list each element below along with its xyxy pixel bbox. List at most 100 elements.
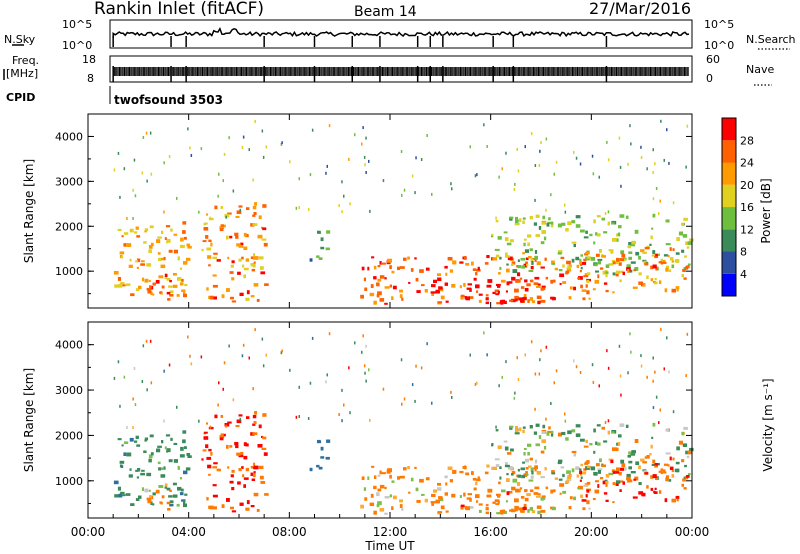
velocity-cell: [650, 444, 653, 449]
power-cell: [119, 251, 125, 255]
colorbar-segment: [722, 251, 736, 274]
velocity-cell: [627, 455, 631, 458]
velocity-cell: [551, 506, 556, 511]
power-cell: [468, 296, 474, 299]
power-cell: [580, 229, 585, 233]
power-cell: [522, 296, 527, 301]
velocity-cell: [573, 496, 576, 501]
velocity-cell: [625, 424, 629, 428]
power-cell: [497, 236, 502, 240]
velocity-cell: [113, 480, 119, 485]
power-cell: [227, 212, 232, 215]
velocity-cell: [615, 470, 620, 474]
power-cell: [529, 279, 534, 283]
power-cell: [523, 263, 528, 268]
velocity-cell: [564, 412, 566, 416]
power-cell: [403, 257, 407, 261]
power-cell: [579, 261, 582, 265]
power-cell: [150, 291, 153, 296]
power-cell: [149, 225, 154, 229]
velocity-cell: [243, 455, 248, 460]
velocity-cell: [253, 421, 257, 425]
power-cell: [484, 262, 489, 265]
velocity-cell: [668, 370, 670, 374]
velocity-cell: [389, 494, 392, 498]
velocity-cell: [114, 494, 119, 498]
velocity-cell: [338, 413, 340, 416]
power-cell: [460, 294, 465, 298]
velocity-cell: [584, 482, 589, 486]
velocity-cell: [144, 437, 149, 441]
velocity-cell: [431, 401, 433, 405]
power-cell: [485, 297, 489, 301]
velocity-cell: [325, 456, 330, 460]
power-cell: [604, 212, 607, 215]
power-cell: [254, 202, 257, 206]
power-cell: [164, 273, 168, 277]
power-cell: [526, 263, 529, 267]
power-cell: [361, 266, 365, 271]
power-cell: [672, 201, 675, 205]
power-cell: [246, 207, 250, 210]
power-cell: [595, 270, 599, 273]
velocity-cell: [431, 493, 436, 497]
power-cell: [523, 242, 526, 247]
velocity-cell: [579, 479, 582, 482]
velocity-cell: [671, 474, 675, 478]
velocity-cell: [537, 510, 541, 515]
velocity-cell: [689, 447, 694, 452]
velocity-cell: [596, 424, 601, 427]
power-cell: [253, 257, 258, 260]
velocity-cell: [567, 475, 571, 479]
power-cell: [492, 257, 497, 261]
power-cell: [579, 162, 582, 166]
power-cell: [562, 264, 565, 268]
power-cell: [567, 265, 571, 270]
power-cell: [252, 205, 257, 210]
velocity-cell: [516, 356, 518, 360]
velocity-cell: [320, 456, 325, 459]
velocity-cell: [295, 415, 298, 419]
velocity-cell: [579, 468, 582, 471]
power-cell: [415, 156, 417, 160]
power-cell: [207, 255, 212, 259]
velocity-cell: [496, 512, 501, 515]
velocity-cell: [580, 476, 583, 479]
velocity-cell: [170, 437, 173, 441]
power-cell: [354, 133, 356, 137]
power-cell: [261, 129, 264, 133]
velocity-cell: [379, 470, 382, 475]
power-cell: [509, 299, 514, 302]
velocity-cell: [433, 489, 437, 493]
power-cell: [363, 277, 366, 282]
power-cell: [187, 127, 189, 131]
velocity-ylabel: Slant Range [km]: [22, 368, 36, 472]
power-cell: [525, 261, 528, 265]
velocity-cell: [652, 474, 657, 479]
power-cell: [231, 260, 235, 264]
velocity-cell: [497, 445, 502, 449]
power-cell: [433, 279, 437, 283]
velocity-cell: [371, 465, 375, 468]
velocity-cell: [524, 353, 526, 357]
power-cell: [220, 206, 224, 209]
power-cell: [617, 232, 621, 237]
velocity-cell: [595, 480, 599, 483]
cpid-label: CPID: [6, 91, 35, 104]
power-cell: [320, 246, 325, 250]
power-cell: [320, 237, 324, 242]
power-cell: [575, 224, 581, 228]
velocity-cell: [596, 442, 601, 446]
velocity-cell: [548, 426, 551, 430]
velocity-cell: [603, 492, 608, 495]
velocity-cell: [252, 414, 257, 419]
velocity-cell: [517, 378, 520, 381]
velocity-cell: [172, 494, 178, 498]
velocity-cell: [317, 439, 321, 443]
power-cell: [573, 150, 575, 154]
velocity-cell: [118, 493, 123, 498]
power-cell: [511, 263, 514, 266]
power-cell: [515, 216, 518, 221]
velocity-cell: [121, 444, 124, 447]
velocity-cell: [225, 424, 227, 428]
